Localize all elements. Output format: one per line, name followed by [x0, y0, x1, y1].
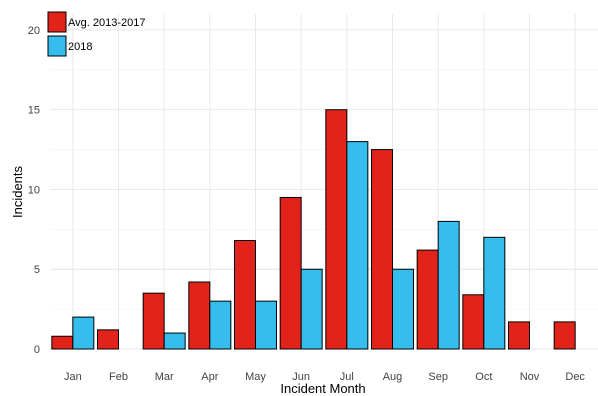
- x-tick-label: May: [245, 371, 266, 383]
- x-tick-label: Mar: [155, 371, 174, 383]
- bar-avg-oct: [462, 294, 485, 350]
- bar-avg-jul: [325, 109, 348, 350]
- x-tick-label: Nov: [520, 371, 540, 383]
- y-tick-label: 20: [28, 25, 40, 37]
- bar-avg-mar: [142, 292, 165, 350]
- bar-avg-nov: [508, 321, 530, 350]
- bar-avg-apr: [188, 281, 211, 350]
- gridlines: [50, 14, 598, 350]
- x-tick-label: Jan: [64, 371, 82, 383]
- bar-2018-may: [255, 300, 277, 350]
- x-tick-label: Apr: [201, 371, 218, 383]
- legend-swatch: [47, 35, 67, 57]
- x-axis-ticks: Jan Feb Mar Apr May Jun Jul Aug Sep Oct Nov Dec: [64, 371, 585, 383]
- x-axis-title: Incident Month: [280, 381, 365, 396]
- x-tick-label: Aug: [383, 371, 403, 383]
- legend: Avg. 2013-2017 2018: [47, 11, 145, 57]
- bar-2018-jun: [300, 268, 323, 350]
- bar-avg-dec: [553, 321, 576, 350]
- bar-2018-jan: [72, 316, 95, 350]
- bar-avg-feb: [97, 329, 119, 350]
- bar-2018-aug: [392, 268, 414, 350]
- x-tick-label: Dec: [565, 371, 585, 383]
- bar-2018-apr: [209, 300, 232, 350]
- bar-avg-sep: [416, 249, 439, 350]
- bar-avg-aug: [371, 149, 393, 350]
- bar-avg-may: [234, 240, 256, 350]
- x-tick-label: Jun: [292, 371, 310, 383]
- x-tick-label: Oct: [475, 371, 492, 383]
- bar-avg-jan: [51, 335, 74, 350]
- y-axis-title: Incidents: [10, 165, 25, 218]
- x-tick-label: Jul: [340, 371, 354, 383]
- y-tick-label: 5: [34, 264, 40, 276]
- x-tick-label: Sep: [428, 371, 448, 383]
- bar-2018-jul: [346, 141, 369, 350]
- x-tick-label: Feb: [109, 371, 128, 383]
- legend-swatch: [47, 11, 67, 33]
- bars: [51, 109, 576, 350]
- bar-avg-jun: [279, 196, 302, 350]
- bar-2018-sep: [437, 220, 460, 350]
- bar-2018-oct: [483, 236, 506, 350]
- y-tick-label: 15: [28, 105, 40, 117]
- y-axis-ticks: 0 5 10 15 20: [28, 25, 40, 356]
- bar-2018-mar: [163, 332, 186, 350]
- y-tick-label: 0: [34, 344, 40, 356]
- legend-label: 2018: [68, 41, 92, 53]
- legend-label: Avg. 2013-2017: [68, 17, 145, 29]
- y-tick-label: 10: [28, 184, 40, 196]
